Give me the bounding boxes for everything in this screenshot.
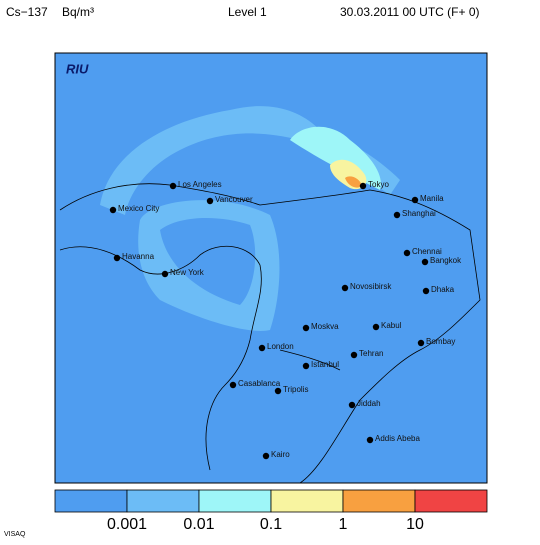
level: Level 1 <box>228 5 267 19</box>
city-dot <box>421 258 429 266</box>
colorbar-label: 10 <box>406 516 424 533</box>
city-label: Los Angeles <box>178 180 222 189</box>
city-dot <box>411 196 419 204</box>
city-label: Tokyo <box>368 180 389 189</box>
city-dot <box>262 452 270 460</box>
map: RIU Los Angeles Mexico City Vancouver Tokyo… <box>54 52 488 484</box>
city-label: Jiddah <box>357 399 381 408</box>
city-label: Istanbul <box>311 360 339 369</box>
logo-text: RIU <box>66 61 89 76</box>
city-dot <box>341 284 349 292</box>
city-label: Mexico City <box>118 204 159 213</box>
city-label: Chennai <box>412 247 442 256</box>
city-dot <box>372 323 380 331</box>
city-label: Novosibirsk <box>350 282 392 291</box>
time: 30.03.2011 00 UTC (F+ 0) <box>340 5 480 19</box>
city-label: Tripolis <box>283 385 308 394</box>
city-dot <box>302 324 310 332</box>
plume <box>138 200 280 331</box>
colorbar-label: 0.001 <box>107 516 147 533</box>
city-label: London <box>267 342 294 351</box>
species: Cs−137 <box>6 5 48 19</box>
city-label: Vancouver <box>215 195 253 204</box>
city-dot <box>417 339 425 347</box>
unit: Bq/m³ <box>62 5 94 19</box>
city-label: Kairo <box>271 450 290 459</box>
city-dot <box>109 206 117 214</box>
city-label: New York <box>170 268 205 277</box>
colorbar-swatch <box>342 489 416 513</box>
colorbar: 0.001 0.01 0.1 1 10 <box>54 489 488 533</box>
colorbar-swatch <box>126 489 200 513</box>
city-label: Bangkok <box>430 256 462 265</box>
city-dot <box>274 387 282 395</box>
colorbar-swatch <box>198 489 272 513</box>
footer: VISAQ <box>4 531 26 538</box>
city-dot <box>359 182 367 190</box>
city-dot <box>206 197 214 205</box>
city-label: Casablanca <box>238 379 281 388</box>
city-dot <box>348 401 356 409</box>
city-dot <box>161 270 169 278</box>
city-dot <box>393 211 401 219</box>
city-label: Tehran <box>359 349 383 358</box>
city-dot <box>113 254 121 262</box>
city-dot <box>169 182 177 190</box>
city-label: Moskva <box>311 322 339 331</box>
city-dot <box>258 344 266 352</box>
city-dot <box>229 381 237 389</box>
city-dot <box>403 249 411 257</box>
colorbar-swatch <box>270 489 344 513</box>
plume <box>345 176 362 188</box>
city-dot <box>350 351 358 359</box>
colorbar-label: 0.1 <box>260 516 282 533</box>
city-dot <box>422 287 430 295</box>
city-label: Kabul <box>381 321 402 330</box>
city-label: Addis Abeba <box>375 434 420 443</box>
colorbar-label: 1 <box>339 516 348 533</box>
city-label: Bombay <box>426 337 455 346</box>
colorbar-label: 0.01 <box>183 516 214 533</box>
city-label: Shanghai <box>402 209 436 218</box>
city-label: Dhaka <box>431 285 455 294</box>
city-dot <box>302 362 310 370</box>
logo: RIU <box>66 61 89 76</box>
city-label: Manila <box>420 194 444 203</box>
city-label: Havanna <box>122 252 155 261</box>
city-dot <box>366 436 374 444</box>
colorbar-swatch <box>54 489 128 513</box>
colorbar-swatch <box>414 489 488 513</box>
